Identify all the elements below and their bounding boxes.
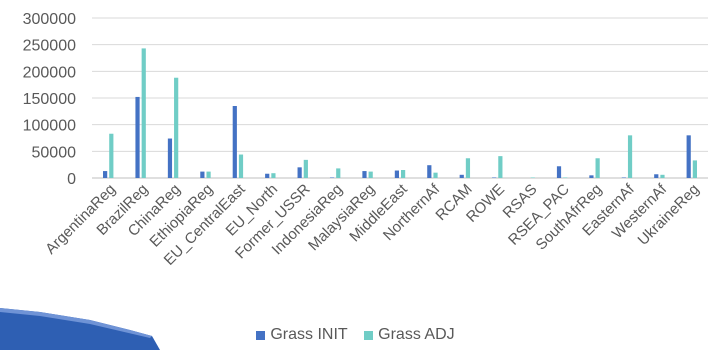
legend-swatch-init <box>256 330 266 340</box>
bar-grass-init-westernaf <box>654 174 659 178</box>
bars <box>103 48 697 179</box>
bar-grass-adj-ukrainereg <box>692 160 697 178</box>
x-axis: ArgentinaRegBrazilRegChinaRegEthiopiaReg… <box>42 180 702 269</box>
bar-grass-init-indonesiareg <box>329 177 335 178</box>
bar-grass-adj-malaysiareg <box>368 171 373 178</box>
y-tick-label: 150000 <box>23 91 76 108</box>
bar-grass-adj-eu-north <box>271 173 276 178</box>
bar-grass-adj-southafrreg <box>595 158 600 178</box>
bar-grass-init-brazilreg <box>135 96 140 178</box>
bar-grass-adj-easternaf <box>627 135 633 178</box>
legend-item-init: Grass INIT <box>256 326 348 344</box>
legend-swatch-adj <box>364 330 374 340</box>
y-tick-label: 250000 <box>23 38 76 55</box>
bar-grass-init-chinareg <box>167 138 173 178</box>
y-tick-label: 50000 <box>32 144 77 161</box>
bar-grass-adj-westernaf <box>660 174 665 178</box>
bar-grass-adj-ethiopiareg <box>206 171 211 178</box>
bar-grass-init-malaysiareg <box>362 171 367 178</box>
bar-grass-adj-rowe <box>498 156 503 178</box>
bar-grass-init-former-ussr <box>297 167 302 178</box>
bar-grass-init-eu-centraleast <box>232 106 237 178</box>
bar-grass-init-rcam <box>459 174 464 178</box>
legend-label-adj: Grass ADJ <box>378 326 455 343</box>
bar-grass-init-northernaf <box>427 165 432 178</box>
bar-grass-init-rsea-pac <box>556 166 562 178</box>
bar-grass-init-middleeast <box>394 170 399 178</box>
y-tick-label: 200000 <box>23 64 76 81</box>
bar-grass-adj-brazilreg <box>141 48 146 179</box>
bar-grass-init-rowe <box>492 177 497 178</box>
bar-grass-adj-indonesiareg <box>336 168 341 178</box>
legend-item-adj: Grass ADJ <box>364 326 455 344</box>
bar-grass-adj-rsea-pac <box>563 177 568 178</box>
y-tick-label: 100000 <box>23 118 76 135</box>
legend-label-init: Grass INIT <box>270 326 348 343</box>
legend: Grass INIT Grass ADJ <box>0 326 711 345</box>
bar-grass-adj-middleeast <box>401 170 406 178</box>
bar-grass-init-easternaf <box>621 177 626 178</box>
decorative-blue-shape <box>0 308 160 350</box>
bar-grass-adj-rsas <box>530 177 535 178</box>
decorative-blue-shape-highlight <box>0 308 152 338</box>
y-tick-label: 300000 <box>23 11 76 28</box>
y-axis: 0 50000 100000 150000 200000 250000 300000 <box>23 11 708 188</box>
bar-grass-adj-chinareg <box>174 77 179 178</box>
gridlines <box>92 17 708 152</box>
bar-grass-init-ethiopiareg <box>200 171 205 178</box>
bar-grass-init-southafrreg <box>589 175 594 178</box>
bar-grass-init-ukrainereg <box>686 135 691 178</box>
y-tick-label: 0 <box>67 171 76 188</box>
bar-grass-adj-argentinareg <box>109 133 114 178</box>
bar-grass-adj-former-ussr <box>303 159 308 178</box>
bar-grass-adj-northernaf <box>433 172 438 178</box>
bar-grass-init-eu-north <box>265 173 270 178</box>
bar-grass-init-argentinareg <box>103 171 108 178</box>
bar-grass-adj-rcam <box>465 158 471 178</box>
bar-grass-adj-eu-centraleast <box>238 154 244 178</box>
